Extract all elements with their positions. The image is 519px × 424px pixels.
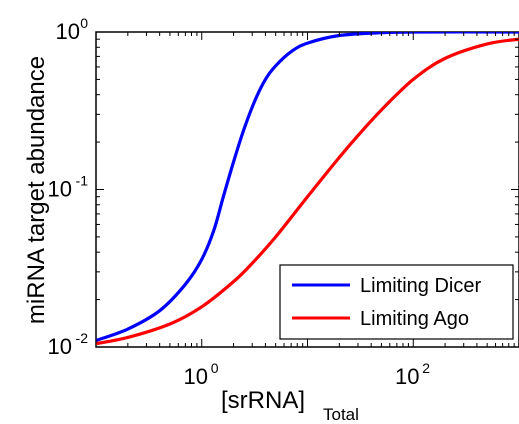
x-tick-label: 10: [184, 364, 208, 389]
legend-label-ago: Limiting Ago: [360, 308, 469, 330]
legend-box: [279, 264, 514, 340]
legend: Limiting Dicer Limiting Ago: [279, 264, 514, 340]
y-tick-label-exponent: -2: [76, 330, 89, 346]
y-tick-label-exponent: 0: [80, 15, 88, 31]
x-tick-label-exponent: 0: [211, 360, 219, 376]
x-tick-label: 10: [395, 364, 419, 389]
y-axis-label: miRNA target abundance: [23, 56, 50, 324]
y-tick-label: 10: [48, 177, 72, 202]
y-tick-label: 10: [48, 334, 72, 359]
x-axis-label-subscript: Total: [323, 405, 359, 424]
x-tick-label-exponent: 2: [422, 360, 430, 376]
x-axis-label: [srRNA] Total: [221, 387, 359, 424]
y-tick-label: 10: [56, 19, 80, 44]
series-lines: [96, 32, 519, 346]
x-axis-label-main: [srRNA]: [221, 387, 305, 414]
series-line-limiting-dicer: [96, 32, 519, 343]
legend-label-dicer: Limiting Dicer: [360, 275, 481, 297]
series-line-limiting-ago: [96, 37, 519, 346]
y-tick-label-exponent: -1: [76, 173, 89, 189]
